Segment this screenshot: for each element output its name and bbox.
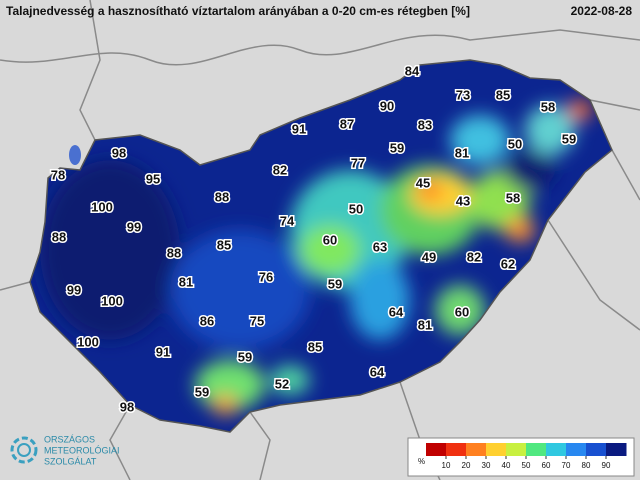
station-value: 59 (328, 276, 342, 291)
colorbar-segment (586, 443, 607, 456)
colorbar-segment (426, 443, 447, 456)
station-value: 50 (349, 201, 363, 216)
logo-text: ORSZÁGOS (44, 434, 95, 444)
station-value: 58 (541, 99, 555, 114)
colorbar-segment (566, 443, 587, 456)
stations: 84 73 85 58 90 91 87 83 59 98 59 81 50 82 77 78 95 45 88 43… (49, 62, 577, 416)
station-value: 85 (496, 87, 510, 102)
station-value: 84 (405, 63, 420, 78)
colorbar-segment (546, 443, 567, 456)
station-value: 64 (389, 304, 404, 319)
colorbar: 10 20 30 40 50 60 70 80 90 (426, 443, 627, 470)
station-value: 49 (422, 249, 436, 264)
station-value: 100 (77, 334, 99, 349)
station-value: 82 (467, 249, 481, 264)
station-value: 63 (373, 239, 387, 254)
colorbar-segment (506, 443, 527, 456)
station-value: 81 (179, 274, 193, 289)
station-value: 76 (259, 269, 273, 284)
station-value: 83 (418, 117, 432, 132)
colorbar-segment (446, 443, 467, 456)
station-value: 91 (156, 344, 170, 359)
station-value: 52 (275, 376, 289, 391)
station-value: 75 (250, 313, 264, 328)
station-value: 86 (200, 313, 214, 328)
colorbar-tick-label: 70 (562, 461, 571, 470)
station-value: 59 (238, 349, 252, 364)
colorbar-tick-label: 20 (462, 461, 471, 470)
station-value: 85 (217, 237, 231, 252)
station-value: 59 (562, 131, 576, 146)
station-value: 82 (273, 162, 287, 177)
station-value: 60 (455, 304, 469, 319)
station-value: 43 (456, 193, 470, 208)
station-value: 100 (101, 293, 123, 308)
logo: ORSZÁGOS METEOROLÓGIAI SZOLGÁLAT (10, 434, 120, 466)
station-value: 59 (390, 140, 404, 155)
colorbar-segment (466, 443, 487, 456)
station-value: 98 (112, 145, 126, 160)
colorbar-tick-label: 10 (442, 461, 451, 470)
station-value: 88 (52, 229, 66, 244)
station-value: 73 (456, 87, 470, 102)
station-value: 81 (455, 145, 469, 160)
station-value: 78 (51, 167, 65, 182)
colorbar-tick-label: 90 (602, 461, 611, 470)
colorbar-segment (526, 443, 547, 456)
station-value: 59 (195, 384, 209, 399)
colorbar-tick-label: 60 (542, 461, 551, 470)
station-value: 74 (280, 213, 295, 228)
station-value: 85 (308, 339, 322, 354)
station-value: 99 (127, 219, 141, 234)
colorbar-tick-label: 50 (522, 461, 531, 470)
colorbar-unit: % (418, 457, 425, 466)
station-value: 50 (508, 136, 522, 151)
station-value: 88 (167, 245, 181, 260)
station-value: 91 (292, 121, 306, 136)
colorbar-tick-label: 80 (582, 461, 591, 470)
station-value: 45 (416, 175, 430, 190)
date: 2022-08-28 (571, 4, 633, 18)
station-value: 100 (91, 199, 113, 214)
station-value: 88 (215, 189, 229, 204)
station-value: 87 (340, 116, 354, 131)
station-value: 95 (146, 171, 160, 186)
logo-text: SZOLGÁLAT (44, 456, 97, 466)
logo-text: METEOROLÓGIAI (44, 445, 120, 455)
title: Talajnedvesség a hasznosítható víztartal… (6, 4, 470, 18)
colorbar-segment (486, 443, 507, 456)
station-value: 98 (120, 399, 134, 414)
station-value: 64 (370, 364, 385, 379)
station-value: 60 (323, 232, 337, 247)
station-value: 77 (351, 155, 365, 170)
station-value: 58 (506, 190, 520, 205)
station-value: 62 (501, 256, 515, 271)
colorbar-tick-label: 40 (502, 461, 511, 470)
station-value: 81 (418, 317, 432, 332)
colorbar-tick-label: 30 (482, 461, 491, 470)
station-value: 90 (380, 98, 394, 113)
colorbar-segment (606, 443, 627, 456)
station-value: 99 (67, 282, 81, 297)
lake (69, 145, 81, 165)
